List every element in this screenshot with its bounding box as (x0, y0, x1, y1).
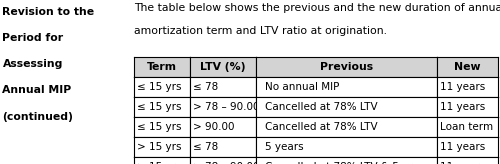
Text: Cancelled at 78% LTV: Cancelled at 78% LTV (265, 102, 378, 112)
Text: Term: Term (147, 62, 177, 72)
Text: Cancelled at 78% LTV & 5 yrs: Cancelled at 78% LTV & 5 yrs (265, 163, 418, 164)
Text: ≤ 15 yrs: ≤ 15 yrs (137, 122, 182, 132)
Text: No annual MIP: No annual MIP (265, 82, 340, 92)
Text: Cancelled at 78% LTV: Cancelled at 78% LTV (265, 122, 378, 132)
Text: Revision to the: Revision to the (2, 7, 94, 17)
Text: 11 years: 11 years (440, 102, 486, 112)
Text: ≤ 15 yrs: ≤ 15 yrs (137, 102, 182, 112)
Text: Assessing: Assessing (2, 59, 63, 69)
Text: New: New (454, 62, 481, 72)
Text: Period for: Period for (2, 33, 64, 43)
Text: > 78 – 90.00: > 78 – 90.00 (194, 102, 260, 112)
Text: Loan term: Loan term (440, 122, 493, 132)
Text: 11 years: 11 years (440, 142, 486, 152)
Text: ≤ 15 yrs: ≤ 15 yrs (137, 82, 182, 92)
Text: > 78 – 90.00: > 78 – 90.00 (194, 163, 260, 164)
Text: > 15 yrs: > 15 yrs (137, 163, 182, 164)
Text: 5 years: 5 years (265, 142, 304, 152)
Text: 11 years: 11 years (440, 82, 486, 92)
Text: amortization term and LTV ratio at origination.: amortization term and LTV ratio at origi… (134, 26, 387, 36)
Text: ≤ 78: ≤ 78 (194, 142, 218, 152)
Text: Annual MIP: Annual MIP (2, 85, 72, 95)
Text: > 15 yrs: > 15 yrs (137, 142, 182, 152)
Text: The table below shows the previous and the new duration of annual MIP by: The table below shows the previous and t… (134, 3, 500, 13)
Text: > 90.00: > 90.00 (194, 122, 235, 132)
Text: 11 years: 11 years (440, 163, 486, 164)
Text: ≤ 78: ≤ 78 (194, 82, 218, 92)
Text: Previous: Previous (320, 62, 373, 72)
Text: LTV (%): LTV (%) (200, 62, 246, 72)
Text: (continued): (continued) (2, 112, 74, 122)
